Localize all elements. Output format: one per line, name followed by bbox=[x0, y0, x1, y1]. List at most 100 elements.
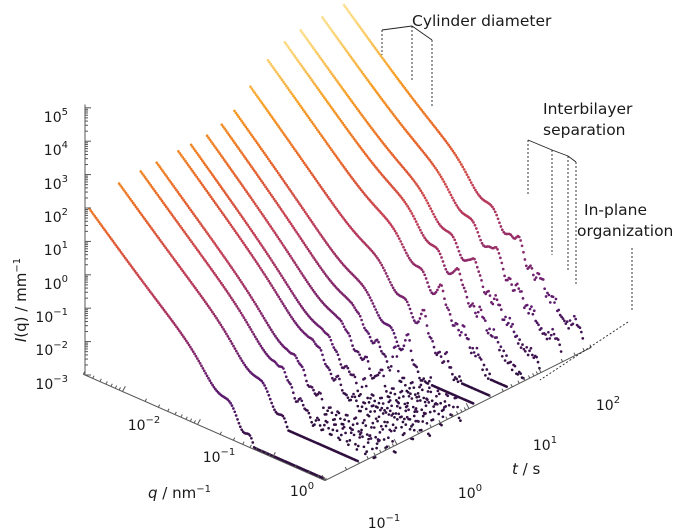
data-point bbox=[240, 151, 243, 154]
data-point bbox=[440, 423, 443, 427]
data-point bbox=[180, 333, 184, 337]
data-point bbox=[323, 191, 327, 195]
data-point bbox=[404, 383, 407, 387]
data-point bbox=[510, 283, 514, 287]
data-point bbox=[188, 165, 192, 169]
data-point bbox=[148, 290, 152, 294]
data-point bbox=[267, 223, 271, 226]
data-point bbox=[101, 226, 105, 230]
data-point bbox=[274, 334, 277, 338]
data-point bbox=[426, 281, 429, 284]
data-point bbox=[408, 307, 412, 311]
data-point bbox=[328, 368, 331, 372]
data-point bbox=[298, 269, 302, 273]
data-point bbox=[328, 146, 332, 150]
data-point bbox=[139, 277, 142, 281]
data-point bbox=[529, 346, 533, 350]
data-point bbox=[505, 385, 508, 388]
data-point bbox=[391, 286, 395, 290]
data-point bbox=[214, 244, 218, 247]
data-point bbox=[145, 178, 148, 181]
data-point bbox=[421, 234, 425, 237]
data-point bbox=[436, 170, 440, 174]
data-point bbox=[256, 262, 259, 266]
data-point bbox=[265, 321, 269, 325]
data-point bbox=[170, 183, 174, 186]
data-point bbox=[204, 260, 208, 263]
data-point bbox=[278, 205, 282, 209]
data-point bbox=[290, 143, 293, 147]
data-point bbox=[353, 61, 357, 64]
data-point bbox=[324, 274, 328, 277]
data-point bbox=[265, 187, 269, 191]
data-point bbox=[321, 136, 325, 140]
data-point bbox=[400, 389, 404, 393]
z-tick-label: 102 bbox=[44, 207, 68, 226]
data-point bbox=[382, 438, 386, 441]
data-point bbox=[206, 304, 210, 308]
data-point bbox=[251, 89, 255, 93]
data-point bbox=[501, 267, 505, 271]
data-point bbox=[367, 293, 370, 297]
data-point bbox=[233, 205, 237, 208]
data-point bbox=[362, 150, 366, 154]
data-point bbox=[261, 271, 265, 274]
data-point bbox=[278, 297, 282, 301]
data-point bbox=[403, 248, 407, 252]
x-minor-tick bbox=[180, 414, 183, 418]
data-point bbox=[252, 169, 256, 172]
data-point bbox=[177, 223, 181, 226]
data-point bbox=[367, 122, 370, 126]
data-point bbox=[486, 331, 490, 335]
data-point bbox=[345, 220, 348, 224]
data-point bbox=[486, 377, 490, 380]
data-point bbox=[376, 406, 379, 409]
data-point bbox=[333, 252, 337, 256]
data-point bbox=[388, 109, 392, 112]
data-point bbox=[303, 35, 307, 38]
data-point bbox=[296, 100, 299, 104]
data-point bbox=[281, 302, 285, 306]
data-point bbox=[380, 349, 383, 353]
y-minor-tick bbox=[517, 380, 520, 384]
data-point bbox=[372, 305, 376, 308]
data-point bbox=[485, 368, 489, 371]
data-point bbox=[420, 268, 424, 272]
data-point bbox=[200, 254, 203, 257]
data-point bbox=[347, 95, 351, 99]
data-point bbox=[251, 298, 255, 302]
data-point bbox=[158, 165, 161, 168]
data-point bbox=[347, 419, 351, 423]
data-point bbox=[343, 47, 347, 51]
data-point bbox=[218, 183, 221, 186]
x-minor-tick bbox=[317, 474, 320, 478]
data-point bbox=[173, 186, 177, 190]
data-point bbox=[205, 262, 209, 265]
data-point bbox=[313, 124, 316, 128]
data-point bbox=[184, 159, 187, 163]
x-minor-tick bbox=[193, 420, 196, 424]
data-point bbox=[184, 232, 188, 236]
data-point bbox=[168, 316, 171, 319]
data-point bbox=[481, 285, 485, 289]
data-point bbox=[558, 343, 562, 347]
data-point bbox=[509, 325, 513, 328]
data-point bbox=[201, 256, 205, 259]
data-point bbox=[372, 426, 376, 429]
data-point bbox=[421, 270, 425, 274]
data-point bbox=[457, 249, 461, 253]
data-point bbox=[285, 137, 289, 140]
data-point bbox=[459, 163, 463, 166]
data-point bbox=[386, 420, 389, 424]
data-point bbox=[326, 195, 330, 199]
data-point bbox=[304, 112, 308, 116]
data-point bbox=[572, 314, 576, 318]
data-point bbox=[378, 52, 381, 56]
y-minor-tick bbox=[532, 373, 535, 377]
data-point bbox=[414, 407, 417, 411]
data-point bbox=[346, 366, 350, 370]
data-point bbox=[107, 233, 111, 237]
data-point bbox=[175, 325, 178, 329]
data-point bbox=[340, 388, 344, 392]
data-point bbox=[208, 138, 212, 142]
